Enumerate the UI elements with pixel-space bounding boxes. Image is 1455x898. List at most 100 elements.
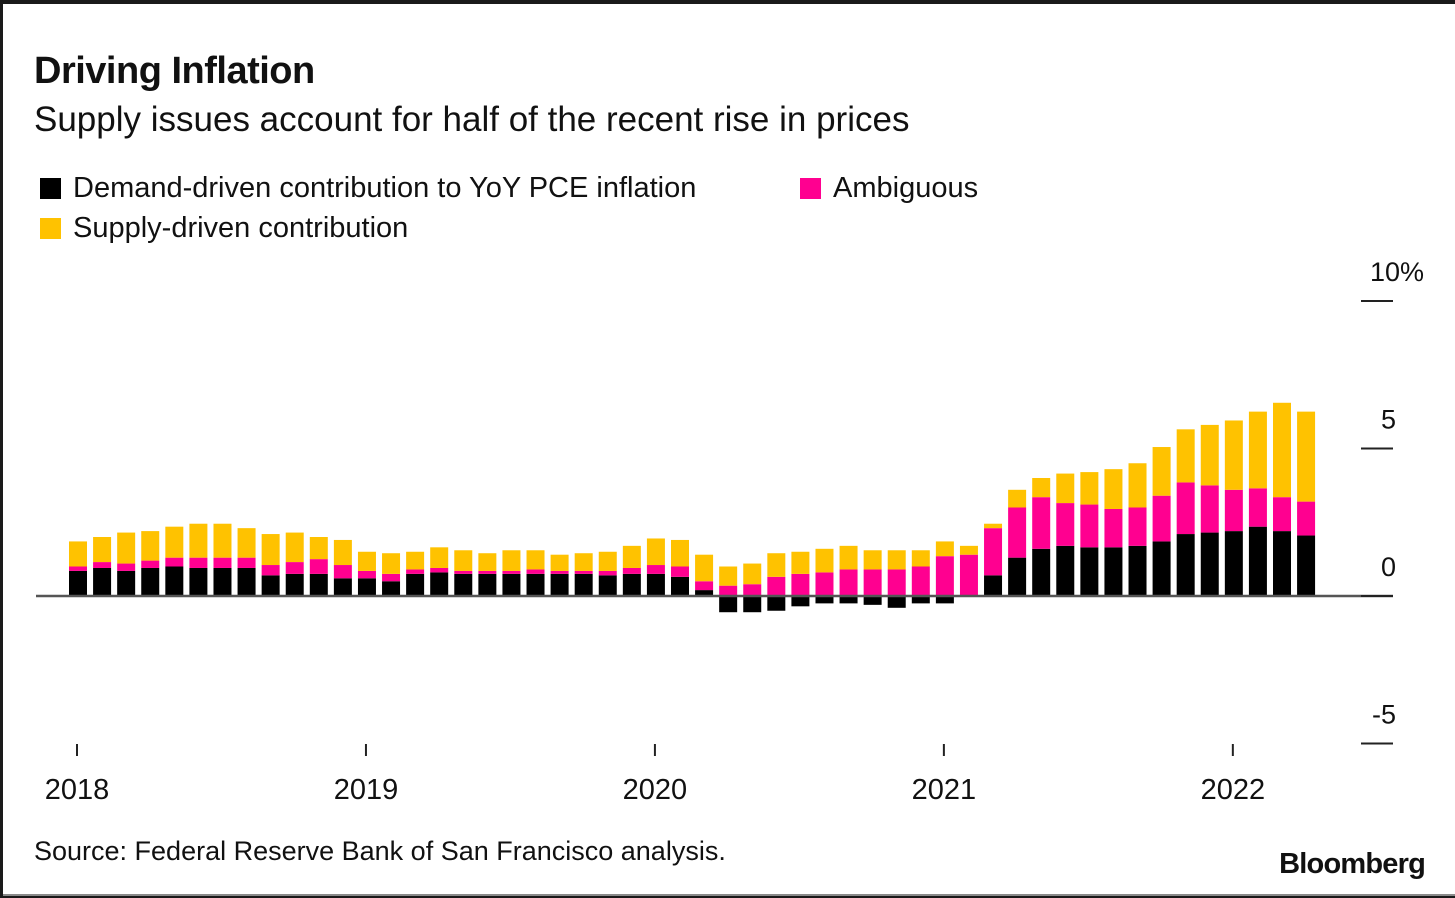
bar-segment-ambiguous: [767, 576, 786, 596]
bar-segment-demand: [165, 566, 184, 596]
bar-segment-supply: [1128, 463, 1147, 508]
bar-segment-ambiguous: [1273, 497, 1291, 532]
bar-segment-ambiguous: [93, 562, 112, 568]
bar-segment-demand: [213, 567, 232, 596]
bar-segment-supply: [887, 550, 906, 570]
bar-segment-supply: [863, 550, 882, 570]
bar-segment-demand: [671, 576, 689, 596]
legend-swatch-supply: [40, 218, 61, 239]
legend-swatch-ambiguous: [800, 178, 821, 199]
bar-segment-ambiguous: [574, 570, 593, 574]
bar-segment-ambiguous: [1176, 482, 1195, 535]
bar-segment-demand: [767, 596, 786, 611]
bar-segment-supply: [743, 563, 762, 585]
bar-segment-ambiguous: [1128, 507, 1147, 546]
bar-segment-demand: [1297, 535, 1316, 596]
bar-segment-supply: [1104, 469, 1123, 509]
bar-segment-supply: [285, 532, 304, 563]
bar-segment-demand: [69, 570, 87, 596]
bar-segment-supply: [839, 545, 858, 570]
bar-segment-demand: [502, 573, 521, 596]
bar-segment-demand: [574, 573, 593, 596]
bar-segment-demand: [719, 596, 738, 613]
bar-segment-demand: [93, 567, 112, 596]
bar-segment-supply: [767, 553, 786, 577]
bar-segment-supply: [1176, 429, 1195, 483]
bar-segment-ambiguous: [1056, 503, 1075, 546]
bar-segment-ambiguous: [454, 570, 473, 574]
bar-segment-ambiguous: [815, 572, 834, 596]
bar-segment-ambiguous: [1152, 495, 1171, 542]
bar-segment-supply: [574, 553, 593, 571]
bar-segment-supply: [237, 528, 256, 558]
bar-segment-ambiguous: [695, 581, 714, 591]
bar-segment-ambiguous: [382, 573, 401, 582]
bar-segment-ambiguous: [911, 566, 930, 596]
bar-segment-ambiguous: [863, 569, 882, 596]
bar-segment-demand: [839, 596, 858, 604]
bar-segment-demand: [285, 573, 304, 596]
bar-segment-ambiguous: [1032, 497, 1051, 549]
bar-segment-ambiguous: [1008, 507, 1027, 558]
brand-logo: Bloomberg: [1279, 848, 1426, 880]
bar-segment-demand: [406, 573, 425, 596]
bar-segment-supply: [213, 523, 232, 558]
bar-segment-ambiguous: [1224, 489, 1243, 532]
bar-segment-demand: [382, 581, 401, 596]
legend-label-ambiguous: Ambiguous: [833, 172, 979, 204]
bar-segment-ambiguous: [237, 557, 256, 568]
x-tick-label: 2022: [1201, 774, 1266, 806]
bar-segment-demand: [333, 578, 352, 596]
x-tick-label: 2018: [45, 774, 110, 806]
source-note: Source: Federal Reserve Bank of San Fran…: [34, 836, 726, 866]
bar-segment-supply: [309, 537, 328, 560]
bar-segment-supply: [719, 566, 738, 586]
bar-segment-supply: [357, 551, 376, 571]
bar-segment-demand: [1200, 532, 1219, 596]
bar-segment-demand: [887, 596, 906, 608]
bar-segment-demand: [261, 575, 280, 596]
bar-segment-demand: [550, 573, 569, 596]
bar-segment-ambiguous: [1297, 501, 1316, 536]
bar-segment-supply: [526, 550, 545, 570]
bar-segment-supply: [1056, 473, 1075, 504]
bar-segment-ambiguous: [261, 565, 280, 576]
y-tick-label: 0: [1381, 552, 1396, 582]
bar-segment-demand: [1248, 526, 1267, 596]
bar-segment-ambiguous: [430, 567, 449, 573]
bar-segment-supply: [1297, 411, 1316, 502]
bar-segment-ambiguous: [189, 557, 208, 568]
bar-segment-supply: [117, 532, 136, 564]
legend-item-supply: Supply-driven contribution: [40, 212, 408, 245]
bar-segment-supply: [622, 545, 641, 568]
bar-segment-supply: [382, 553, 401, 574]
bar-segment-ambiguous: [671, 566, 689, 577]
legend-label-supply: Supply-driven contribution: [73, 212, 409, 244]
bar-segment-demand: [1128, 545, 1147, 596]
bar-segment-ambiguous: [1080, 504, 1099, 548]
bar-segment-ambiguous: [285, 562, 304, 574]
bar-segment-demand: [478, 573, 497, 596]
y-tick-label: 10%: [1370, 257, 1424, 287]
bar-segment-demand: [189, 567, 208, 596]
y-tick-label: 5: [1381, 405, 1396, 435]
bar-segment-demand: [1104, 547, 1123, 596]
bar-segment-ambiguous: [478, 570, 497, 574]
bar-segment-supply: [454, 550, 473, 571]
bar-segment-demand: [646, 573, 665, 596]
bar-segment-demand: [1152, 541, 1171, 596]
bar-segment-demand: [695, 590, 714, 596]
bar-segment-demand: [743, 596, 762, 613]
bar-segment-ambiguous: [526, 569, 545, 574]
bar-segment-supply: [1248, 411, 1267, 489]
bar-segment-ambiguous: [646, 565, 665, 574]
bar-segment-ambiguous: [165, 557, 184, 567]
bar-segment-supply: [333, 539, 352, 566]
y-tick-label: -5: [1372, 700, 1396, 730]
bar-segment-demand: [911, 596, 930, 604]
bar-segment-demand: [863, 596, 882, 605]
bar-segment-ambiguous: [1104, 508, 1123, 548]
bar-segment-supply: [1032, 478, 1051, 498]
bar-segment-demand: [1273, 531, 1291, 596]
bar-segment-ambiguous: [357, 570, 376, 579]
